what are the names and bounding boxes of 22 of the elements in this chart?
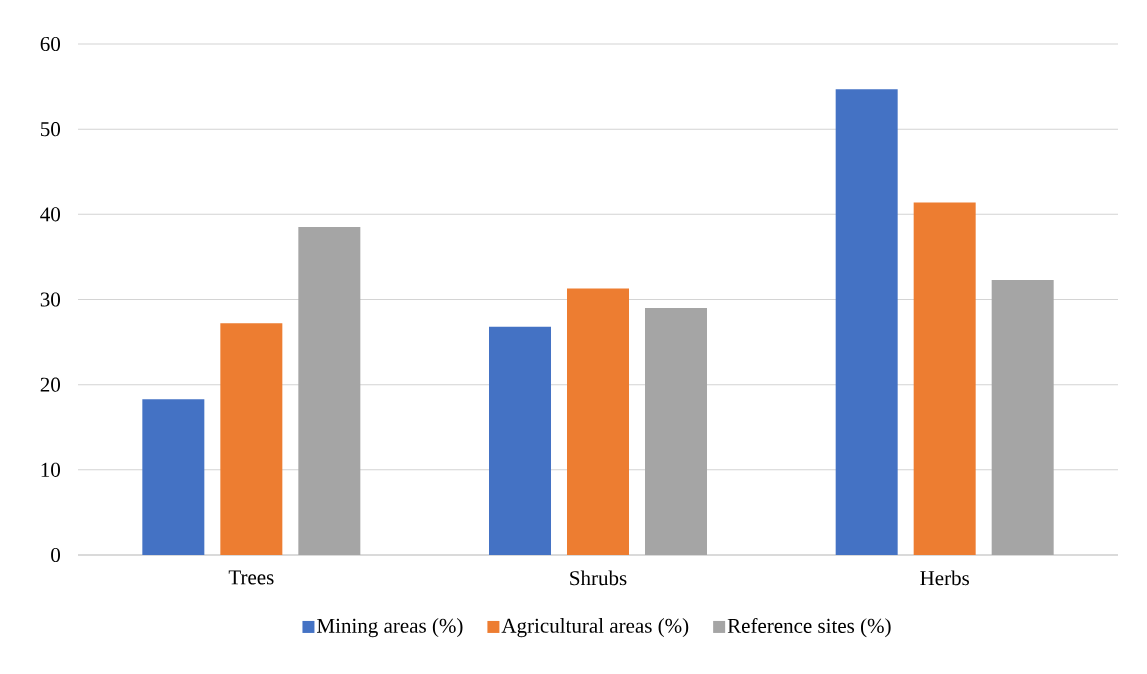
bar: [645, 308, 708, 556]
y-tick-label: 60: [40, 36, 61, 52]
x-tick-label: Herbs: [920, 570, 969, 586]
legend-label: Reference sites (%): [727, 617, 891, 638]
bar: [913, 202, 976, 556]
legend-label: Agricultural areas (%): [501, 618, 689, 638]
y-tick-label: 40: [40, 207, 61, 222]
bar: [835, 89, 898, 556]
legend-label: Mining areas (%): [317, 618, 463, 638]
bar: [142, 399, 205, 556]
bar: [298, 227, 361, 556]
y-tick-label: 0: [51, 547, 61, 563]
y-tick-label: 50: [41, 122, 61, 137]
y-tick-label: 30: [40, 292, 61, 307]
bar: [991, 279, 1054, 556]
x-tick-label: Shrubs: [570, 570, 627, 586]
bar: [489, 326, 552, 556]
y-tick-label: 10: [41, 462, 61, 477]
y-tick-label: 20: [40, 377, 61, 392]
bar: [567, 288, 629, 556]
x-tick-label: Trees: [228, 570, 274, 585]
bar: [220, 323, 283, 556]
